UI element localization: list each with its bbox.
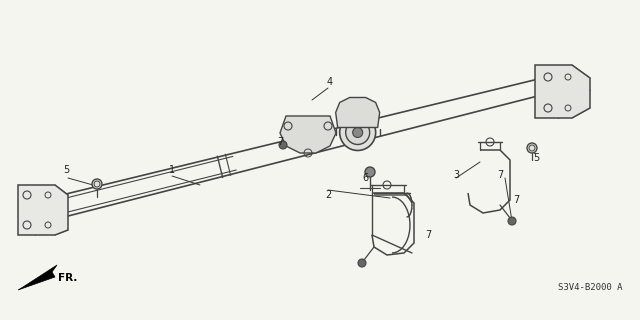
Polygon shape bbox=[335, 98, 380, 127]
Ellipse shape bbox=[346, 121, 370, 145]
Ellipse shape bbox=[365, 167, 375, 177]
Ellipse shape bbox=[358, 259, 366, 267]
Text: 7: 7 bbox=[497, 170, 503, 180]
Text: 5: 5 bbox=[63, 165, 69, 175]
Ellipse shape bbox=[353, 127, 363, 138]
Polygon shape bbox=[280, 116, 336, 153]
Text: 5: 5 bbox=[533, 153, 539, 163]
Ellipse shape bbox=[279, 141, 287, 149]
Text: 7: 7 bbox=[425, 230, 431, 240]
Ellipse shape bbox=[527, 143, 537, 153]
Polygon shape bbox=[18, 265, 57, 290]
Text: S3V4-B2000 A: S3V4-B2000 A bbox=[557, 284, 622, 292]
Ellipse shape bbox=[340, 115, 376, 150]
Text: 2: 2 bbox=[325, 190, 331, 200]
Polygon shape bbox=[18, 185, 68, 235]
Text: 7: 7 bbox=[513, 195, 519, 205]
Ellipse shape bbox=[508, 217, 516, 225]
Text: FR.: FR. bbox=[58, 273, 77, 283]
Text: 7: 7 bbox=[277, 137, 283, 147]
Ellipse shape bbox=[92, 179, 102, 189]
Text: 3: 3 bbox=[453, 170, 459, 180]
Text: 6: 6 bbox=[362, 173, 368, 183]
Text: 1: 1 bbox=[169, 165, 175, 175]
Text: 4: 4 bbox=[327, 77, 333, 87]
Polygon shape bbox=[535, 65, 590, 118]
